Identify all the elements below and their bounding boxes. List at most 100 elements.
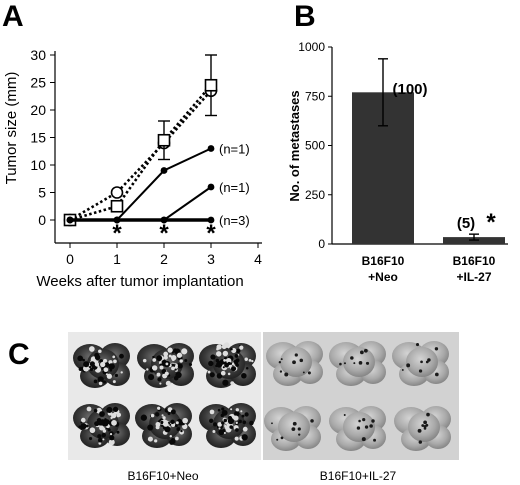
lung-nodule [113,359,117,364]
panel-b-category-label: B16F10 [362,254,405,268]
lung-specimen-metastatic [199,403,256,448]
lung-nodule [98,442,102,445]
lung-nodule [406,363,411,368]
lung-nodule [434,347,439,351]
lung-nodule [217,408,221,412]
lung-nodule [284,372,289,377]
panel-a-line-chart: Tumor size (mm) Weeks after tumor implan… [3,47,262,290]
lung-nodule [174,368,177,371]
lung-nodule [222,428,226,433]
lung-nodule [177,363,183,369]
lung-nodule [181,348,188,355]
lung-nodule [103,367,109,373]
lung-nodule [427,358,431,362]
photo-caption-right: B16F10+IL-27 [320,469,397,483]
lung-nodule [310,419,314,423]
lung-nodule [78,367,83,372]
lung-nodule [230,366,237,372]
lung-nodule [170,409,176,415]
panel-a-y-tick-label: 5 [38,185,46,201]
lung-nodule [221,421,225,425]
lung-nodule [223,359,226,362]
lung-nodule [418,369,423,373]
lung-nodule [434,372,439,377]
lung-nodule [152,358,157,362]
panel-letter-a: A [2,0,24,33]
lung-nodule [163,355,168,360]
lung-nodule [107,428,111,432]
panel-letter-b: B [294,0,316,33]
lung-nodule [230,381,235,385]
lung-nodule [93,408,98,413]
panel-a-point-dot [207,216,215,224]
lung-nodule [111,412,117,419]
lung-nodule [102,438,105,441]
lung-nodule [162,416,166,420]
lung-nodule [89,346,95,352]
lung-nodule [160,420,164,425]
lung-nodule [280,358,283,361]
lung-nodule [353,362,356,365]
lung-specimen-clear [394,406,451,451]
panel-a-x-tick-label: 4 [254,251,262,267]
panel-a-point-square [157,133,171,147]
lung-nodule [401,369,404,371]
lung-nodule [86,424,89,428]
lung-nodule [350,356,354,360]
lung-nodule [163,351,169,357]
lung-nodule [112,406,119,413]
lung-nodule [154,439,158,443]
panel-c-lung-photos: B16F10+Neo B16F10+IL-27 [68,332,459,483]
panel-a-x-tick-label: 3 [207,251,215,267]
lung-nodule [271,422,273,425]
lung-nodule [175,421,179,425]
lung-nodule [170,355,177,361]
lung-nodule [209,418,214,423]
lung-nodule [155,412,160,417]
lung-nodule [148,374,155,381]
lung-nodule [99,425,105,431]
lung-nodule [152,355,155,359]
lung-nodule [83,361,90,368]
lung-nodule [417,428,422,433]
lung-nodule [235,358,240,363]
lung-nodule [221,407,225,411]
lung-nodule [418,440,423,444]
lung-nodule [358,419,361,423]
lung-nodule [176,352,183,358]
lung-nodule [343,413,346,416]
lung-nodule [235,348,241,354]
lung-nodule [223,342,230,348]
panel-a-y-tick-label: 0 [38,212,46,228]
lung-nodule [97,376,104,383]
lung-nodule [80,417,86,423]
lung-nodule [216,344,222,350]
panel-a-point-dot [160,167,168,174]
lung-nodule [112,355,116,359]
panel-b-significance-star: * [486,209,496,236]
lung-nodule [168,354,172,358]
panel-a-ylabel: Tumor size (mm) [3,72,20,185]
panel-b-y-tick-label: 0 [318,237,325,251]
lung-nodule [104,361,110,368]
panel-b-y-tick-label: 500 [305,139,325,153]
lung-nodule [97,438,103,443]
lung-nodule [244,412,249,417]
lung-nodule [420,360,423,364]
lung-nodule [104,419,110,425]
lung-nodule [241,372,247,379]
lung-nodule [221,409,228,416]
lung-nodule [77,355,84,362]
lung-nodule [173,375,179,381]
panel-a-x-tick-label: 2 [160,251,168,267]
lung-specimen-metastatic [73,403,130,448]
lung-nodule [218,430,222,433]
lung-nodule [249,420,254,426]
lung-nodule [371,419,375,423]
lung-nodule [240,410,243,413]
lung-nodule [292,427,296,431]
lung-nodule [165,380,171,386]
lung-nodule [224,425,227,428]
lung-nodule [292,360,296,365]
lung-specimen-metastatic [137,343,194,388]
